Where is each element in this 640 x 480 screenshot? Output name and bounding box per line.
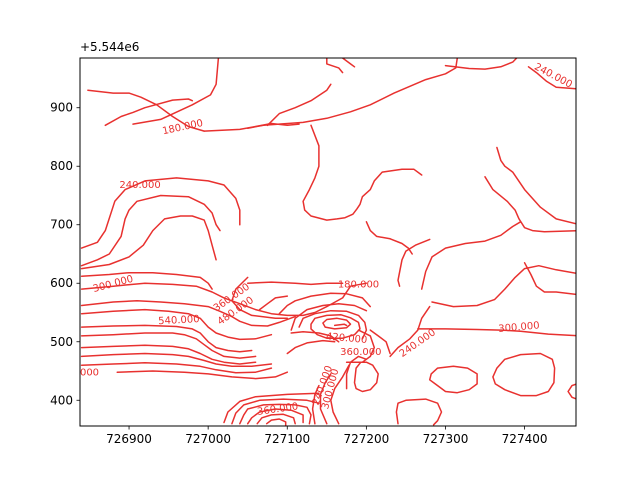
- contour-line-42: [333, 323, 348, 327]
- contour-label-15: 000: [80, 367, 99, 378]
- contour-line-32: [80, 362, 273, 374]
- contour-lines: [80, 58, 576, 426]
- contour-line-61: [567, 383, 576, 400]
- contour-line-28: [80, 324, 253, 353]
- y-tick-label-4: 800: [50, 159, 73, 173]
- contour-line-39: [298, 309, 368, 340]
- contour-line-41: [322, 317, 352, 330]
- contour-line-54: [256, 413, 296, 425]
- contour-line-33: [116, 370, 289, 380]
- contour-line-10: [523, 262, 576, 296]
- contour-line-40: [310, 314, 361, 339]
- contour-line-18: [365, 221, 391, 240]
- contour-line-30: [80, 344, 257, 365]
- contour-line-46: [286, 339, 336, 355]
- contour-line-3: [266, 83, 332, 127]
- contour-line-9: [431, 264, 576, 308]
- contour-label-4: 540.000: [158, 314, 200, 327]
- contour-line-31: [80, 352, 273, 368]
- contour-label-2: 240.000: [119, 180, 160, 191]
- contour-line-0: [132, 58, 220, 125]
- contour-line-8: [420, 221, 522, 290]
- x-tick-label-1: 727000: [185, 432, 231, 446]
- y-offset-label: +5.544e6: [80, 40, 139, 54]
- x-tick-label-4: 727300: [423, 432, 469, 446]
- y-tick-label-5: 900: [50, 101, 73, 115]
- contour-line-43: [345, 329, 376, 363]
- contour-line-26: [231, 315, 296, 327]
- contour-line-34: [231, 276, 289, 320]
- x-tick-label-5: 727400: [502, 432, 548, 446]
- contour-label-11: 300.000: [498, 320, 540, 335]
- contour-line-15: [87, 89, 205, 132]
- plot-area-frame: [79, 57, 577, 427]
- contour-line-59: [428, 365, 478, 394]
- contour-line-52: [239, 403, 312, 425]
- y-axis: 400 500 600 700 800 900: [50, 101, 80, 407]
- contour-label-8: 420.000: [326, 332, 368, 347]
- contour-line-47: [345, 355, 368, 390]
- contour-line-25: [80, 300, 233, 318]
- contour-line-4: [527, 66, 576, 90]
- contour-line-6: [496, 146, 576, 225]
- x-tick-label-0: 726900: [106, 432, 152, 446]
- contour-line-56: [231, 398, 320, 425]
- contour-line-49: [330, 364, 350, 425]
- contour-line-22: [80, 215, 217, 270]
- contour-line-16: [203, 122, 300, 132]
- contour-line-7: [484, 176, 576, 233]
- contour-line-29: [80, 332, 257, 359]
- contour-line-62: [389, 305, 431, 358]
- contour-line-35: [258, 295, 289, 311]
- contour-line-1: [246, 58, 459, 129]
- contour-line-57: [223, 392, 320, 424]
- contour-line-2: [326, 58, 344, 74]
- x-axis: 726900 727000 727100 727200 727300 727400: [106, 426, 547, 446]
- contour-line-12: [397, 238, 431, 287]
- contour-line-38: [290, 302, 368, 331]
- contour-line-50: [319, 373, 332, 425]
- contour-line-11: [417, 328, 576, 337]
- contour-line-13: [104, 98, 194, 127]
- contour-line-44: [369, 329, 391, 355]
- contour-line-21: [80, 194, 221, 267]
- contour-line-14: [341, 58, 356, 68]
- contour-line-45: [290, 331, 340, 343]
- contour-line-55: [265, 418, 287, 426]
- contour-line-19: [389, 238, 413, 255]
- x-tick-label-2: 727100: [264, 432, 310, 446]
- y-tick-label-2: 600: [50, 276, 73, 290]
- contour-line-5: [444, 58, 518, 70]
- contour-line-48: [353, 361, 379, 393]
- contour-line-37: [278, 292, 372, 315]
- contour-label-9: 360.000: [340, 347, 381, 358]
- y-tick-label-3: 700: [50, 218, 73, 232]
- y-tick-label-0: 400: [50, 393, 73, 407]
- contour-line-24: [80, 282, 368, 317]
- contour-label-7: 180.000: [338, 280, 379, 291]
- contour-line-58: [395, 398, 443, 426]
- contour-line-17: [302, 124, 423, 221]
- y-tick-label-1: 500: [50, 335, 73, 349]
- contour-line-36: [246, 281, 344, 286]
- contour-line-53: [246, 408, 304, 425]
- x-tick-label-3: 727200: [343, 432, 389, 446]
- contour-line-23: [80, 271, 213, 290]
- contour-line-27: [80, 308, 273, 341]
- contour-line-20: [80, 177, 241, 249]
- contour-line-60: [492, 352, 556, 397]
